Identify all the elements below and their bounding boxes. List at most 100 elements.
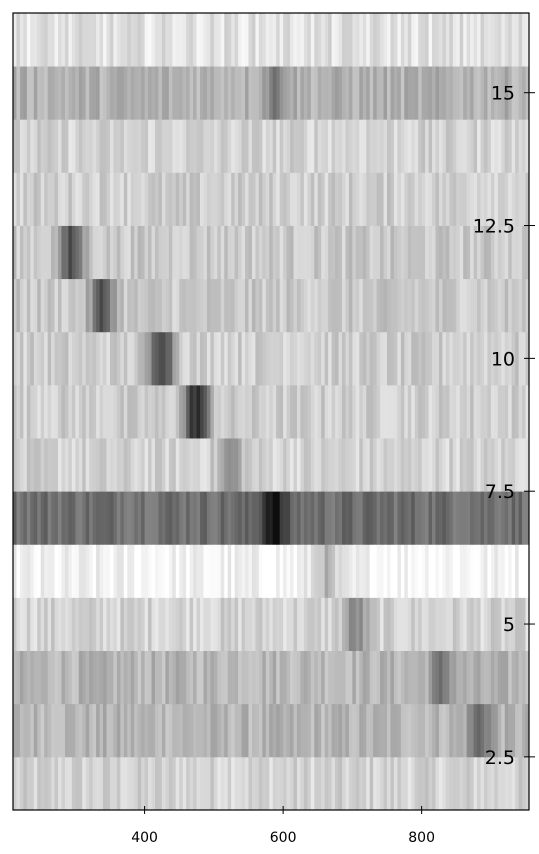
heatmap-cell — [123, 438, 128, 492]
heatmap-cell — [515, 756, 520, 810]
heatmap-cell — [238, 278, 243, 333]
heatmap-cell — [127, 491, 132, 545]
heatmap-cell — [141, 756, 146, 810]
heatmap-cell — [186, 384, 191, 439]
heatmap-cell — [251, 13, 257, 67]
heatmap-cell — [331, 438, 336, 492]
heatmap-cell — [425, 331, 430, 386]
heatmap-cell — [303, 172, 308, 226]
heatmap-cell — [397, 13, 402, 67]
heatmap-cell — [490, 597, 495, 651]
heatmap-cell — [245, 66, 250, 120]
heatmap-cell — [189, 597, 194, 651]
heatmap-cell — [16, 597, 21, 651]
heatmap-cell — [144, 756, 149, 810]
heatmap-cell — [51, 384, 56, 439]
heatmap-cell — [44, 384, 49, 439]
heatmap-cell — [165, 384, 170, 439]
heatmap-cell — [113, 491, 118, 545]
heatmap-cell — [497, 597, 502, 651]
heatmap-cell — [61, 384, 66, 439]
heatmap-cell — [380, 119, 385, 173]
heatmap-cell — [383, 703, 388, 758]
heatmap-cell — [85, 703, 90, 758]
heatmap-cell — [352, 278, 357, 333]
heatmap-cell — [449, 66, 454, 120]
heatmap-cell — [258, 491, 263, 545]
heatmap-cell — [397, 331, 402, 386]
heatmap-cell — [307, 650, 312, 705]
heatmap-cell — [397, 384, 402, 439]
heatmap-cell — [518, 597, 523, 651]
heatmap-cell — [92, 225, 97, 280]
heatmap-cell — [425, 225, 430, 280]
heatmap-cell — [206, 119, 211, 173]
heatmap-cell — [103, 597, 108, 651]
heatmap-cell — [16, 225, 21, 280]
heatmap-cell — [262, 544, 267, 598]
heatmap-cell — [54, 438, 59, 492]
heatmap-cell — [154, 703, 160, 758]
heatmap-cell — [473, 172, 478, 226]
heatmap-cell — [75, 650, 80, 705]
heatmap-cell — [470, 225, 475, 280]
heatmap-cell — [369, 544, 374, 598]
heatmap-cell — [362, 66, 367, 120]
heatmap-cell — [317, 544, 322, 598]
heatmap-cell — [241, 491, 246, 545]
heatmap-cell — [175, 225, 180, 280]
heatmap-cell — [238, 756, 243, 810]
heatmap-cell — [154, 650, 160, 705]
heatmap-cell — [362, 225, 367, 280]
heatmap-cell — [213, 13, 218, 67]
heatmap-cell — [158, 597, 163, 651]
heatmap-cell — [217, 544, 222, 598]
heatmap-cell — [234, 225, 239, 280]
heatmap-cell — [366, 119, 371, 173]
heatmap-cell — [438, 756, 444, 810]
heatmap-cell — [137, 331, 142, 386]
heatmap-cell — [435, 384, 440, 439]
heatmap-cell — [359, 331, 364, 386]
heatmap-cell — [380, 384, 385, 439]
heatmap-cell — [504, 544, 509, 598]
heatmap-cell — [477, 384, 482, 439]
heatmap-cell — [293, 491, 298, 545]
heatmap-cell — [317, 13, 322, 67]
heatmap-cell — [89, 703, 94, 758]
heatmap-cell — [279, 597, 284, 651]
heatmap-cell — [82, 119, 87, 173]
heatmap-cell — [103, 384, 108, 439]
heatmap-cell — [473, 438, 478, 492]
heatmap-cell — [352, 756, 357, 810]
heatmap-cell — [78, 66, 83, 120]
heatmap-cell — [411, 225, 416, 280]
heatmap-cell — [51, 650, 56, 705]
heatmap-cell — [397, 438, 402, 492]
heatmap-cell — [58, 491, 63, 545]
heatmap-cell — [213, 597, 218, 651]
heatmap-cell — [400, 544, 405, 598]
heatmap-cell — [456, 66, 461, 120]
heatmap-cell — [400, 331, 405, 386]
heatmap-cell — [71, 66, 76, 120]
heatmap-cell — [438, 703, 444, 758]
heatmap-cell — [338, 225, 343, 280]
heatmap-cell — [511, 438, 516, 492]
heatmap-cell — [71, 119, 76, 173]
heatmap-cell — [470, 491, 475, 545]
heatmap-cell — [141, 225, 146, 280]
heatmap-cell — [515, 650, 520, 705]
heatmap-cell — [58, 66, 63, 120]
heatmap-cell — [483, 225, 489, 280]
heatmap-cell — [452, 119, 457, 173]
heatmap-cell — [418, 331, 423, 386]
heatmap-cell — [272, 756, 277, 810]
heatmap-cell — [193, 491, 198, 545]
heatmap-cell — [376, 278, 381, 333]
heatmap-cell — [262, 756, 267, 810]
heatmap-cell — [456, 278, 461, 333]
heatmap-cell — [341, 66, 347, 120]
heatmap-cell — [321, 278, 326, 333]
heatmap-cell — [501, 650, 506, 705]
